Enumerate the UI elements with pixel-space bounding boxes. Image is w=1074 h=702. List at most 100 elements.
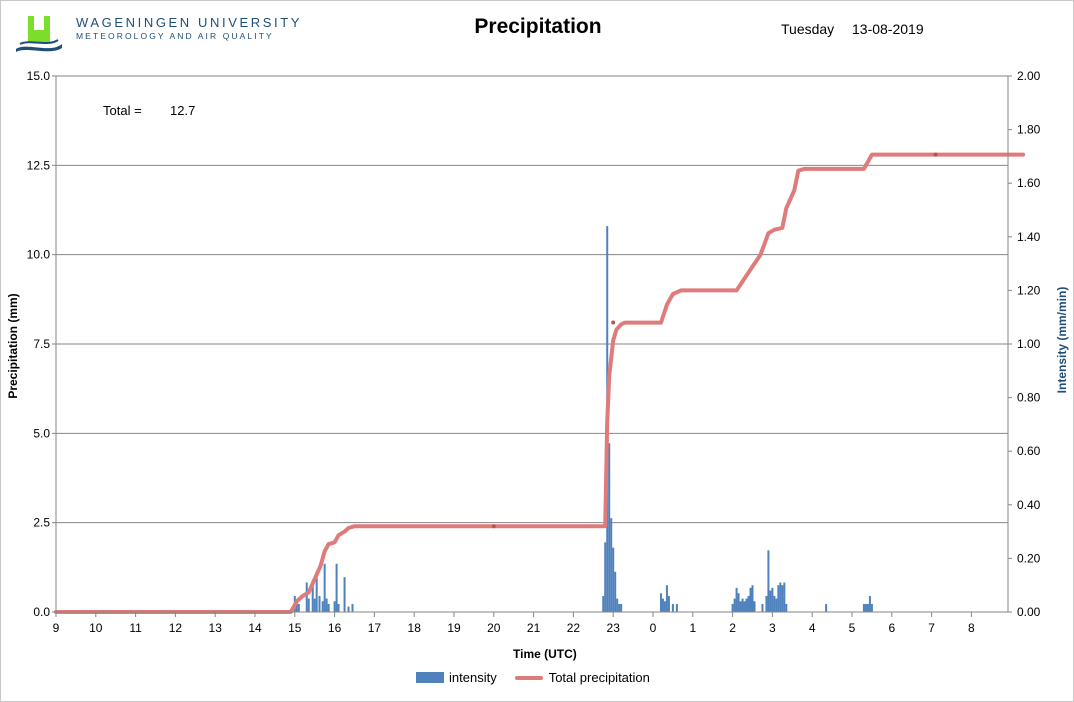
intensity-bar <box>337 603 340 612</box>
intensity-bar <box>771 587 774 612</box>
y-right-tick-label: 1.00 <box>1017 337 1041 351</box>
x-tick-label: 12 <box>169 621 183 635</box>
y-right-tick-label: 0.40 <box>1017 498 1041 512</box>
x-tick-label: 19 <box>447 621 461 635</box>
x-tick-label: 9 <box>53 621 60 635</box>
x-tick-label: 11 <box>129 621 142 635</box>
intensity-bar <box>318 595 321 612</box>
intensity-bar <box>327 603 330 612</box>
intensity-bar <box>661 598 664 612</box>
intensity-bar <box>765 595 768 612</box>
y-left-tick-label: 10.0 <box>27 248 51 262</box>
legend-label-intensity: intensity <box>449 670 497 685</box>
total-precipitation-path <box>54 152 1026 614</box>
intensity-bar <box>612 547 615 612</box>
intensity-bar <box>825 603 828 612</box>
x-tick-label: 20 <box>487 621 501 635</box>
y-right-tick-label: 1.40 <box>1017 230 1041 244</box>
intensity-bar <box>297 603 300 612</box>
intensity-bar <box>604 542 607 612</box>
x-tick-label: 1 <box>689 621 696 635</box>
intensity-bar <box>663 601 666 612</box>
y-right-tick-label: 2.00 <box>1017 69 1041 83</box>
legend-label-total: Total precipitation <box>548 670 650 685</box>
y-axis-left-label: Precipitation (mm) <box>6 293 20 398</box>
intensity-bar <box>767 550 770 612</box>
x-tick-label: 18 <box>408 621 422 635</box>
x-tick-label: 6 <box>888 621 895 635</box>
intensity-bar <box>665 585 668 612</box>
chart-title: Precipitation <box>474 15 602 38</box>
intensity-bar <box>610 518 613 612</box>
intensity-bar <box>773 595 776 612</box>
y-left-tick-label: 5.0 <box>33 426 50 440</box>
y-left-tick-label: 2.5 <box>33 516 50 530</box>
intensity-bar <box>739 601 742 612</box>
intensity-bar <box>614 571 617 612</box>
intensity-bar <box>868 595 871 612</box>
intensity-bar <box>870 603 873 612</box>
intensity-bar <box>620 603 623 612</box>
intensity-bar <box>311 585 314 612</box>
y-right-tick-label: 1.60 <box>1017 176 1041 190</box>
x-tick-label: 22 <box>567 621 581 635</box>
intensity-bar <box>616 598 619 612</box>
university-logo <box>16 16 62 52</box>
x-tick-label: 13 <box>209 621 223 635</box>
x-tick-label: 15 <box>288 621 302 635</box>
intensity-bar <box>608 443 611 612</box>
org-name: WAGENINGEN UNIVERSITY <box>76 15 303 30</box>
y-right-tick-label: 0.00 <box>1017 605 1041 619</box>
intensity-bar <box>305 582 308 612</box>
intensity-bar <box>667 595 670 612</box>
y-right-tick-label: 0.60 <box>1017 444 1041 458</box>
x-tick-label: 21 <box>527 621 541 635</box>
intensity-bar <box>325 598 328 612</box>
intensity-bar <box>751 585 754 612</box>
intensity-bar <box>743 601 746 612</box>
intensity-bar <box>775 598 778 612</box>
intensity-bar <box>741 598 744 612</box>
y-right-tick-label: 0.80 <box>1017 391 1041 405</box>
y-right-tick-label: 1.20 <box>1017 283 1041 297</box>
axes: 0.0 2.5 5.0 7.5 10.0 12.5 15.0 0.00 0.20 0.40 0.60… <box>27 69 1041 635</box>
intensity-bar <box>313 598 316 612</box>
intensity-bar <box>783 582 786 612</box>
legend-item-total: Total precipitation <box>514 670 650 685</box>
intensity-bar <box>862 603 865 612</box>
intensity-bar <box>864 603 867 612</box>
intensity-bar <box>747 595 750 612</box>
weekday: Tuesday <box>781 21 835 37</box>
intensity-bar <box>315 577 318 612</box>
intensity-bar <box>343 577 346 612</box>
intensity-bar <box>323 563 326 612</box>
intensity-bar <box>618 603 621 612</box>
total-precipitation-marker <box>491 524 496 529</box>
total-label: Total = <box>103 103 142 118</box>
x-tick-label: 17 <box>368 621 382 635</box>
total-value: 12.7 <box>170 103 195 118</box>
total-precipitation-marker <box>933 152 938 157</box>
intensity-bar <box>737 593 740 612</box>
total-precipitation-line <box>54 152 1026 614</box>
x-tick-label: 7 <box>928 621 935 635</box>
intensity-bar <box>347 606 350 612</box>
intensity-bar <box>753 601 756 612</box>
intensity-bar <box>785 603 788 612</box>
intensity-bar <box>777 585 780 612</box>
intensity-bar <box>307 598 310 612</box>
intensity-bar <box>351 603 354 612</box>
x-tick-label: 2 <box>729 621 736 635</box>
y-left-tick-label: 0.0 <box>33 605 50 619</box>
intensity-bar <box>659 593 662 612</box>
x-tick-label: 5 <box>849 621 856 635</box>
x-tick-label: 3 <box>769 621 776 635</box>
intensity-bar <box>675 603 678 612</box>
intensity-bar <box>602 595 605 612</box>
intensity-bar <box>333 601 336 612</box>
date: 13-08-2019 <box>852 21 924 37</box>
y-right-tick-label: 0.20 <box>1017 551 1041 565</box>
intensity-bar <box>321 601 324 612</box>
intensity-bar <box>735 587 738 612</box>
